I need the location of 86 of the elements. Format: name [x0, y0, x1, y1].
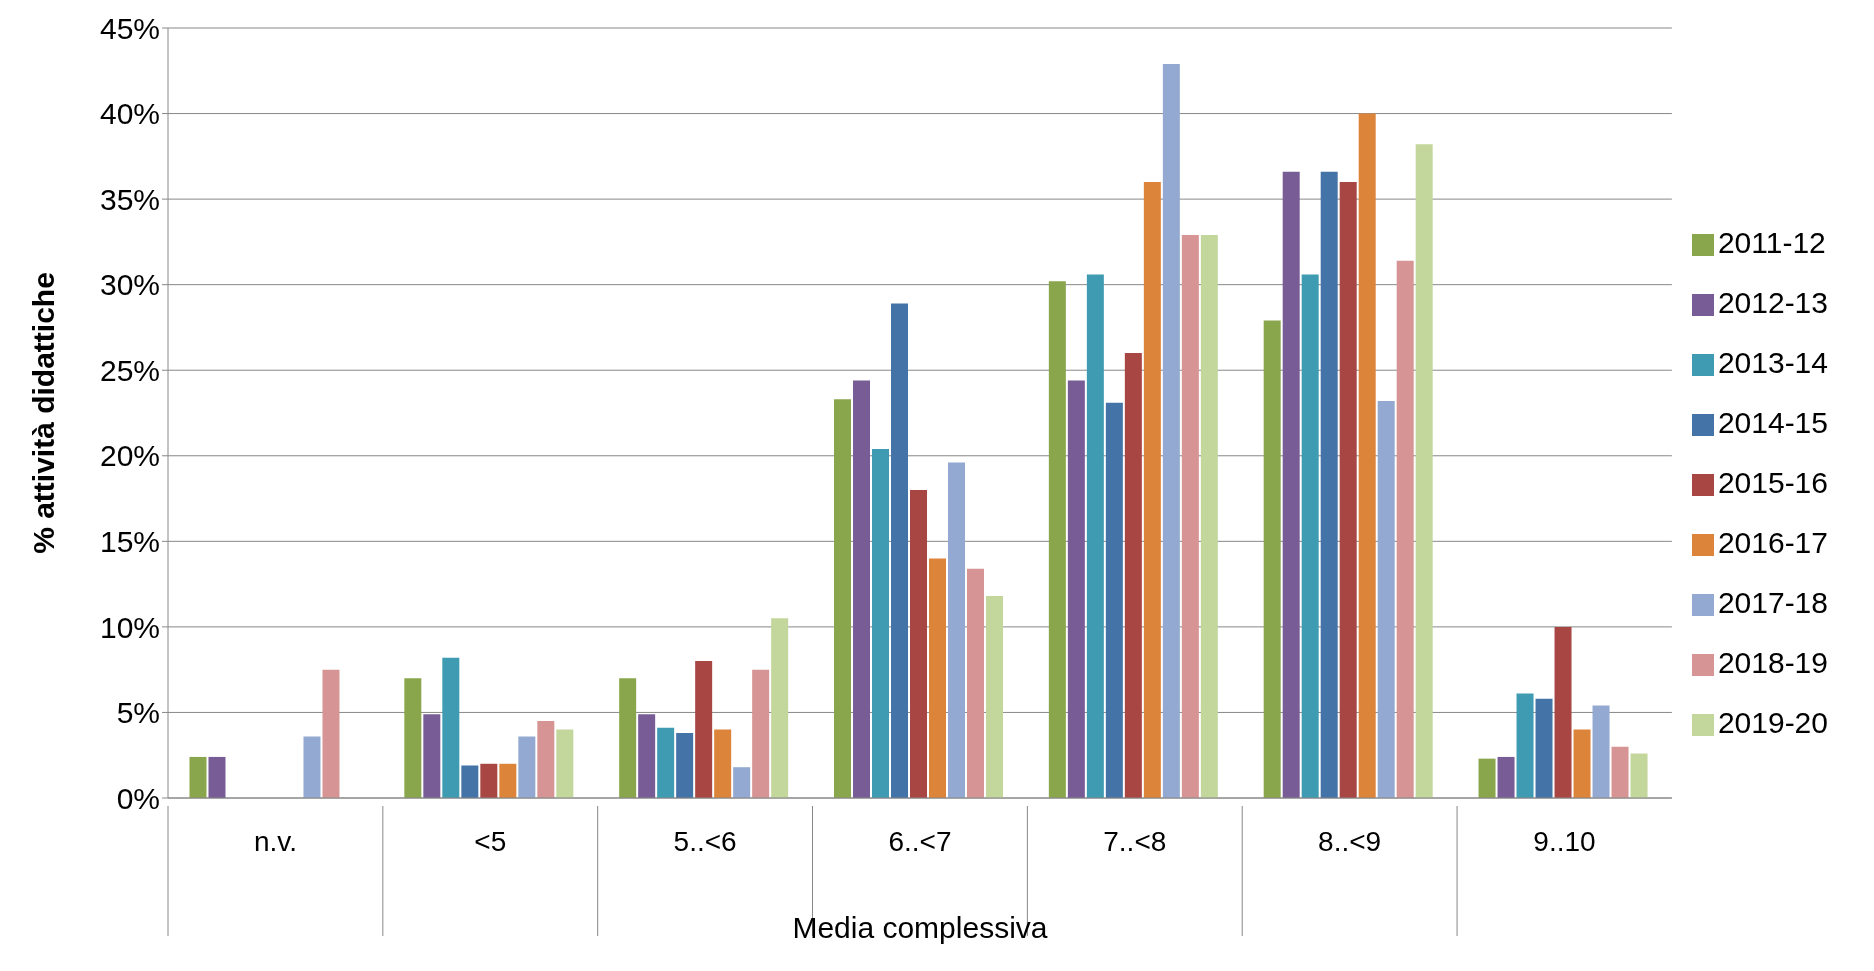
bar [619, 678, 637, 798]
bar [1086, 274, 1104, 798]
x-tick-label: 8..<9 [1318, 826, 1382, 857]
bar [1105, 402, 1123, 798]
x-tick-label: 6..<7 [888, 826, 952, 857]
bar [1573, 729, 1591, 798]
bar [480, 763, 498, 798]
y-axis-title: % attività didattiche [26, 272, 60, 554]
bar [986, 596, 1004, 798]
bar [1415, 144, 1433, 798]
bar [1478, 758, 1496, 798]
bar [676, 732, 694, 798]
bar [1048, 281, 1066, 798]
legend-label: 2013-14 [1717, 346, 1828, 379]
bar [1282, 171, 1300, 798]
bar [1200, 235, 1218, 798]
bar [872, 448, 890, 798]
legend-label: 2017-18 [1717, 586, 1828, 619]
legend-label: 2018-19 [1717, 646, 1828, 679]
bar [1181, 235, 1199, 798]
bar [714, 729, 732, 798]
legend-label: 2019-20 [1717, 706, 1828, 739]
x-tick-label: 5..<6 [673, 826, 737, 857]
bar [1611, 746, 1629, 798]
bar [1554, 626, 1572, 798]
y-tick-label: 10% [99, 610, 160, 644]
bar [1592, 705, 1610, 798]
bar [461, 765, 479, 798]
bar [853, 380, 871, 798]
bar [1263, 320, 1281, 798]
bar [1124, 353, 1142, 798]
bar [208, 756, 226, 798]
bar [967, 568, 985, 798]
y-tick-label: 25% [99, 353, 160, 387]
bar [189, 756, 207, 798]
bar [733, 767, 751, 798]
bar [518, 736, 536, 798]
legend-label: 2016-17 [1717, 526, 1828, 559]
y-tick-label: 45% [99, 11, 160, 45]
x-tick-label: 9..10 [1533, 826, 1596, 857]
bar [1516, 693, 1534, 798]
bar [1358, 113, 1376, 798]
bar [910, 490, 928, 798]
legend-label: 2011-12 [1717, 226, 1826, 259]
bar [891, 303, 909, 798]
bar [929, 558, 947, 798]
x-axis-title: Media complessiva [792, 911, 1048, 944]
bar [1396, 260, 1414, 798]
x-tick-label: <5 [474, 826, 507, 857]
bar [1377, 401, 1395, 798]
x-tick-label: n.v. [253, 826, 297, 857]
y-tick-label: 15% [99, 524, 160, 558]
y-tick-label: 5% [116, 696, 160, 730]
legend-label: 2012-13 [1717, 286, 1828, 319]
y-tick-label: 0% [116, 781, 160, 815]
bar [423, 714, 441, 798]
bar [537, 721, 555, 798]
bar [752, 669, 770, 798]
bar [1067, 380, 1085, 798]
bar [1143, 182, 1161, 798]
bar [303, 736, 321, 798]
bar [638, 714, 656, 798]
bar [1162, 63, 1180, 798]
bar [442, 657, 460, 798]
x-tick-label: 7..<8 [1103, 826, 1167, 857]
bar [1497, 756, 1515, 798]
bar [948, 462, 966, 798]
bar [322, 669, 340, 798]
bar [657, 727, 675, 798]
y-tick-label: 40% [99, 97, 160, 131]
bar [1301, 274, 1319, 798]
bar [695, 661, 713, 798]
bar [404, 678, 422, 798]
y-tick-label: 20% [99, 439, 160, 473]
bar [1535, 698, 1553, 798]
bar [556, 729, 574, 798]
bar [1320, 171, 1338, 798]
y-tick-label: 30% [99, 268, 160, 302]
legend-label: 2015-16 [1717, 466, 1828, 499]
y-tick-label: 35% [99, 182, 160, 216]
bar [499, 763, 517, 798]
bar [771, 618, 789, 798]
bar [1630, 753, 1648, 798]
legend-label: 2014-15 [1717, 406, 1828, 439]
bar [1339, 182, 1357, 798]
bar [834, 399, 852, 798]
